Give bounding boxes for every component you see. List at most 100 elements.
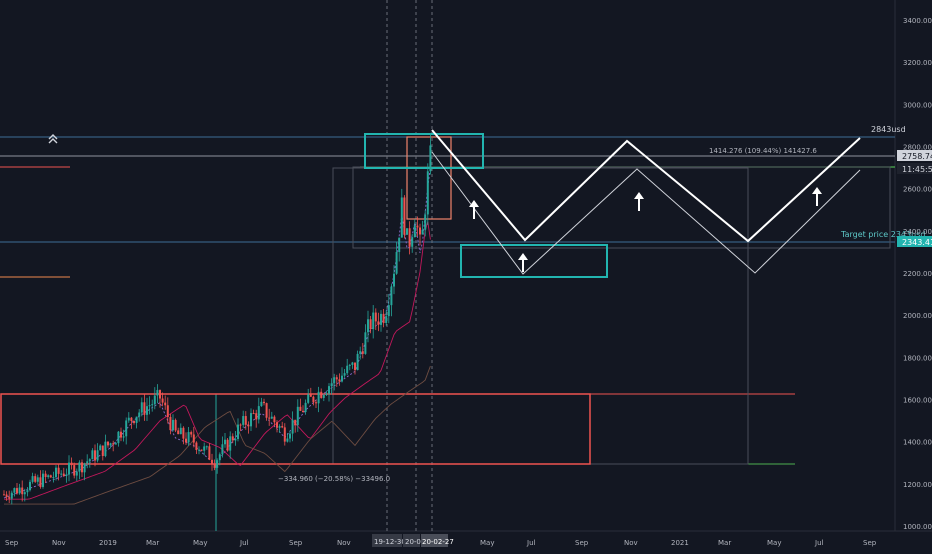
candle-body [398, 237, 401, 252]
candle-body [174, 419, 177, 431]
time-axis[interactable]: Sep Nov 2019 Mar May Jul Sep Nov 19-12-3… [5, 534, 877, 547]
candle-body [156, 390, 159, 396]
candle-body [198, 449, 200, 451]
candle-body [374, 312, 377, 322]
moving-average-line [4, 365, 431, 505]
candle-body [75, 471, 78, 476]
candle-body [328, 386, 330, 394]
candle-body [424, 214, 427, 230]
candle-body [127, 417, 130, 421]
candle-body [255, 413, 258, 420]
candle-body [213, 463, 216, 468]
candle-body [390, 286, 393, 306]
buy-zone-box [460, 244, 608, 278]
candle-body [320, 391, 323, 398]
candle-body [242, 416, 245, 425]
candle-body [218, 454, 221, 461]
candle-body [88, 459, 91, 462]
candle-body [387, 305, 390, 317]
candle-body [372, 312, 375, 330]
time-label: Sep [5, 539, 19, 547]
candle-body [382, 313, 385, 324]
candle-body [120, 431, 122, 438]
time-highlight-3 [421, 534, 448, 547]
candle-body [122, 436, 125, 438]
time-label: May [193, 539, 207, 547]
candle-body [42, 473, 44, 487]
price-axis[interactable]: 3400.000 3200.000 3000.000 2800.000 2600.000… [903, 17, 932, 531]
candle-body [125, 420, 128, 437]
price-tick-label: 2600.000 [903, 186, 932, 194]
candle-body [200, 449, 203, 451]
arrow-up-icon [518, 253, 528, 272]
candle-body [112, 443, 115, 445]
candle-body [182, 427, 185, 439]
candle-body [270, 416, 273, 419]
candles [3, 132, 432, 505]
price-tick-label: 1600.000 [903, 397, 932, 405]
arrow-up-icon [634, 192, 644, 211]
candle-body [281, 426, 284, 428]
candle-body [26, 490, 29, 493]
time-label: Sep [289, 539, 303, 547]
candle-body [34, 476, 37, 482]
candle-body [299, 406, 302, 411]
measure-box-range [352, 166, 891, 249]
candle-body [31, 476, 34, 482]
candle-body [234, 438, 237, 441]
candle-body [312, 396, 315, 403]
candle-body [346, 365, 349, 374]
candle-body [5, 494, 8, 498]
time-highlight-label-3: 20-02-27 [422, 538, 454, 546]
candle-body [211, 459, 213, 464]
measure-down-label: −334.960 (−20.58%) −33496.0 [278, 475, 390, 483]
candle-body [36, 477, 39, 482]
candle-body [400, 197, 403, 238]
candle-body [10, 492, 13, 499]
candle-body [96, 450, 99, 461]
arrow-up-icon [812, 187, 822, 206]
candle-body [70, 462, 73, 466]
candle-body [117, 431, 120, 444]
candle-body [23, 492, 26, 495]
candle-body [135, 416, 138, 423]
time-label: May [480, 539, 494, 547]
candle-body [276, 422, 278, 428]
time-label: Nov [52, 539, 66, 547]
candle-body [94, 450, 96, 461]
candle-body [81, 462, 83, 473]
candle-body [195, 442, 198, 450]
time-label: Nov [337, 539, 351, 547]
candle-body [179, 427, 182, 435]
candle-body [146, 406, 148, 415]
candle-body [325, 393, 328, 396]
candle-body [231, 436, 234, 441]
candle-body [364, 332, 367, 354]
price-tag-target: 2343.414 [897, 236, 932, 247]
time-label: Sep [575, 539, 589, 547]
candle-body [208, 446, 211, 460]
candle-body [343, 373, 346, 376]
time-highlight-2 [403, 534, 420, 547]
price-tick-label: 3200.000 [903, 59, 932, 67]
candle-body [403, 197, 406, 235]
candle-body [203, 446, 206, 451]
candle-body [39, 477, 42, 487]
candle-body [109, 443, 112, 446]
price-tick-label: 2400.000 [903, 228, 932, 236]
candle-body [55, 467, 57, 478]
candle-body [421, 229, 424, 235]
time-label: Jul [526, 539, 536, 547]
candle-body [130, 417, 133, 422]
candle-body [192, 434, 195, 443]
double-chevron-up-icon[interactable] [48, 134, 58, 144]
candle-body [187, 432, 190, 443]
candle-body [356, 353, 359, 371]
candle-body [148, 405, 151, 407]
candle-body [283, 427, 286, 442]
candle-body [99, 445, 102, 451]
candle-body [166, 405, 169, 418]
